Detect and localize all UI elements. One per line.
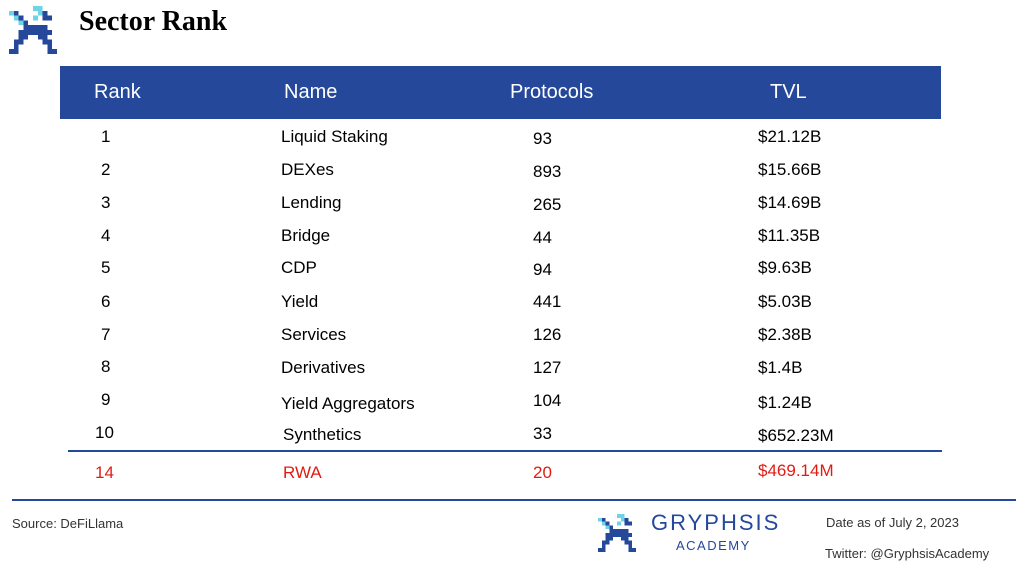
name-cell: Services — [281, 325, 347, 344]
name-cell: RWA — [283, 463, 322, 482]
gryphon-logo-icon — [9, 6, 57, 54]
tvl-cell: $9.63B — [758, 258, 812, 277]
footer-divider — [12, 499, 1016, 501]
protocols-cell: 20 — [533, 463, 552, 482]
name-cell: CDP — [281, 258, 317, 277]
tvl-cell: $469.14M — [758, 461, 834, 480]
name-cell: Synthetics — [283, 425, 362, 444]
gryphon-logo-icon — [598, 514, 636, 552]
name-cell: Bridge — [281, 226, 331, 245]
name-cell: Yield Aggregators — [281, 394, 415, 413]
rank-cell: 6 — [101, 292, 111, 311]
protocols-cell: 93 — [533, 129, 552, 148]
rank-cell: 7 — [101, 325, 111, 344]
date-text: Date as of July 2, 2023 — [826, 515, 959, 530]
tvl-cell: $5.03B — [758, 292, 812, 311]
tvl-cell: $21.12B — [758, 127, 822, 146]
rank-cell: 1 — [101, 127, 111, 146]
column-header-rank: Rank — [94, 81, 141, 103]
column-header-protocols: Protocols — [510, 81, 594, 103]
protocols-cell: 265 — [533, 195, 562, 214]
protocols-cell: 33 — [533, 424, 552, 443]
brand-name: GRYPHSIS — [651, 510, 781, 535]
twitter-text: Twitter: @GryphsisAcademy — [825, 546, 990, 561]
tvl-cell: $1.4B — [758, 358, 803, 377]
rank-cell: 10 — [95, 423, 114, 442]
table-header — [60, 66, 941, 119]
table-divider — [68, 450, 942, 452]
source-text: Source: DeFiLlama — [12, 516, 124, 531]
tvl-cell: $14.69B — [758, 193, 822, 212]
rank-cell: 4 — [101, 226, 111, 245]
rank-cell: 2 — [101, 160, 111, 179]
protocols-cell: 104 — [533, 391, 562, 410]
tvl-cell: $15.66B — [758, 160, 822, 179]
protocols-cell: 127 — [533, 358, 562, 377]
tvl-cell: $1.24B — [758, 393, 812, 412]
page-title: Sector Rank — [79, 6, 228, 37]
name-cell: Lending — [281, 193, 342, 212]
tvl-cell: $2.38B — [758, 325, 812, 344]
tvl-cell: $652.23M — [758, 426, 834, 445]
protocols-cell: 441 — [533, 292, 562, 311]
name-cell: Yield — [281, 292, 319, 311]
column-header-tvl: TVL — [770, 81, 807, 103]
name-cell: DEXes — [281, 160, 334, 179]
rank-cell: 9 — [101, 390, 111, 409]
tvl-cell: $11.35B — [758, 226, 821, 245]
brand-subtitle: ACADEMY — [676, 538, 751, 553]
rank-cell: 8 — [101, 357, 111, 376]
protocols-cell: 94 — [533, 260, 552, 279]
column-header-name: Name — [284, 81, 338, 103]
protocols-cell: 893 — [533, 162, 562, 181]
name-cell: Liquid Staking — [281, 127, 388, 146]
name-cell: Derivatives — [281, 358, 366, 377]
rank-cell: 3 — [101, 193, 111, 212]
rank-cell: 5 — [101, 258, 111, 277]
protocols-cell: 44 — [533, 228, 552, 247]
rank-cell: 14 — [95, 463, 114, 482]
protocols-cell: 126 — [533, 325, 562, 344]
